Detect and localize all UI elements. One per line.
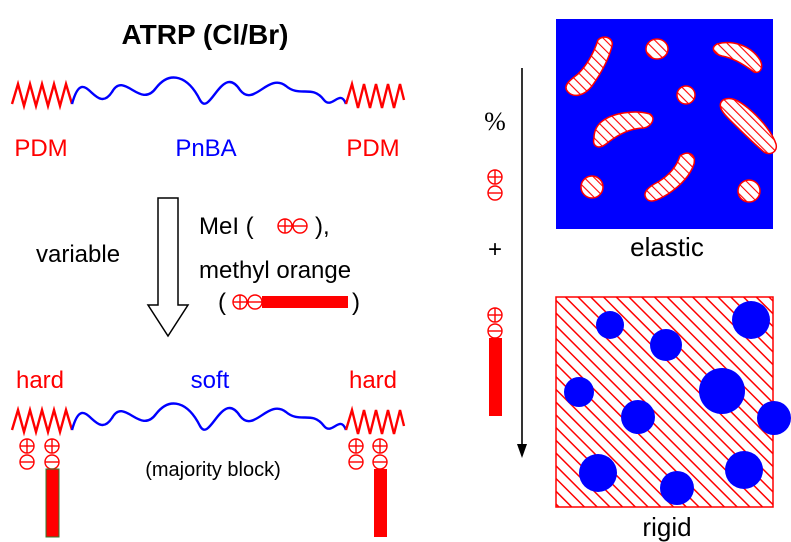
- scale-charge-pair-icon: [487, 169, 503, 201]
- bottom-left-bar: [45, 468, 60, 538]
- elastic-domain: [645, 38, 669, 60]
- bottom-right-bar: [374, 469, 387, 537]
- elastic-domain: [712, 41, 763, 74]
- rigid-domain: [596, 311, 624, 339]
- elastic-domain: [565, 36, 613, 97]
- bottom-right-charges-icon: [348, 438, 388, 470]
- plus-label: +: [488, 236, 502, 263]
- majority-block-label: (majority block): [145, 459, 281, 481]
- elastic-domain: [644, 152, 696, 202]
- elastic-domain: [737, 179, 761, 203]
- scale-dye-bar: [489, 338, 502, 416]
- top-chain-middle-block: [70, 76, 348, 105]
- methyl-orange-open-paren: (: [218, 289, 226, 316]
- diagram-title: ATRP (Cl/Br): [122, 19, 289, 50]
- elastic-domain: [676, 85, 696, 105]
- elastic-domain: [580, 175, 604, 199]
- bottom-chain-left-block: [10, 405, 74, 437]
- mei-label: MeI (: [199, 213, 254, 240]
- elastic-domain: [592, 111, 654, 148]
- bottom-right-label: hard: [349, 367, 397, 394]
- percent-label: %: [484, 107, 506, 136]
- rigid-domain: [732, 301, 770, 339]
- rigid-domain: [650, 329, 682, 361]
- methyl-orange-close-paren: ): [352, 289, 360, 316]
- rigid-domain: [725, 451, 763, 489]
- top-middle-label: PnBA: [175, 135, 236, 162]
- top-right-label: PDM: [346, 135, 399, 162]
- top-chain: [10, 76, 406, 111]
- rigid-domain: [621, 400, 655, 434]
- top-left-label: PDM: [14, 135, 67, 162]
- top-chain-left-block: [10, 79, 74, 111]
- rigid-domain: [757, 401, 791, 435]
- process-arrow-icon: [146, 197, 190, 338]
- rigid-domain: [699, 368, 745, 414]
- top-chain-right-block: [344, 79, 406, 109]
- scale-dye-charge-icon: [487, 307, 503, 339]
- bottom-chain: [10, 402, 406, 437]
- methyl-orange-label: methyl orange: [199, 257, 351, 284]
- elastic-caption: elastic: [630, 232, 704, 262]
- bottom-middle-label: soft: [191, 367, 230, 394]
- rigid-domain: [579, 454, 617, 492]
- methyl-orange-charge-pair-icon: [232, 294, 263, 310]
- methyl-orange-bar: [262, 296, 348, 308]
- scale-arrow-icon: [517, 444, 527, 458]
- rigid-domain: [564, 377, 594, 407]
- rigid-panel: [555, 296, 791, 508]
- bottom-left-label: hard: [16, 367, 64, 394]
- mei-charge-pair-icon: [277, 218, 308, 234]
- bottom-chain-middle-block: [70, 402, 348, 431]
- rigid-domain: [660, 471, 694, 505]
- bottom-left-charges-icon: [19, 438, 60, 470]
- mei-close-label: ),: [315, 213, 330, 240]
- elastic-panel: [556, 19, 778, 229]
- rigid-caption: rigid: [642, 512, 691, 542]
- elastic-domain: [719, 97, 778, 155]
- variable-label: variable: [36, 241, 120, 268]
- bottom-chain-right-block: [344, 405, 406, 435]
